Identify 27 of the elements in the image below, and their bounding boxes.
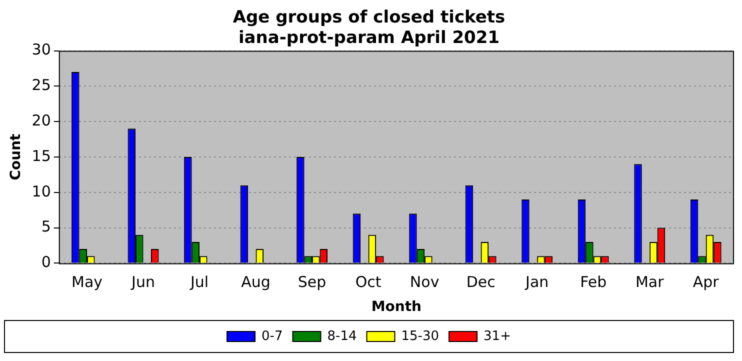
x-tick-label: May [72,273,103,292]
y-tick-label: 5 [41,218,51,236]
x-tick-label: Nov [410,273,440,292]
y-tick-label: 25 [32,76,51,94]
y-tick-label: 15 [32,146,51,165]
y-axis-title: Count [8,133,24,180]
x-tick-label: Mar [635,273,665,292]
x-tick-label: Jan [524,273,549,292]
x-tick-label: Oct [355,273,382,292]
x-tick-label: Dec [466,273,496,292]
legend-label: 31+ [484,328,511,344]
x-tick-label: Aug [241,273,270,292]
legend-label: 15-30 [401,328,440,344]
x-axis-title: Month [371,299,422,316]
y-tick-label: 30 [32,40,51,59]
chart-subtitle: iana-prot-param April 2021 [238,28,500,48]
chart-title: Age groups of closed tickets [232,8,506,28]
x-tick-label: Sep [298,273,326,292]
x-tick-label: Feb [580,273,607,292]
x-tick-label: Jun [130,273,155,292]
x-tick-label: Apr [692,273,720,292]
x-tick-label: Jul [189,273,209,292]
y-tick-label: 10 [32,182,51,200]
y-tick-label: 20 [32,111,51,130]
legend-label: 8-14 [327,328,357,344]
y-tick-label: 0 [41,253,51,272]
legend-label: 0-7 [262,328,283,344]
